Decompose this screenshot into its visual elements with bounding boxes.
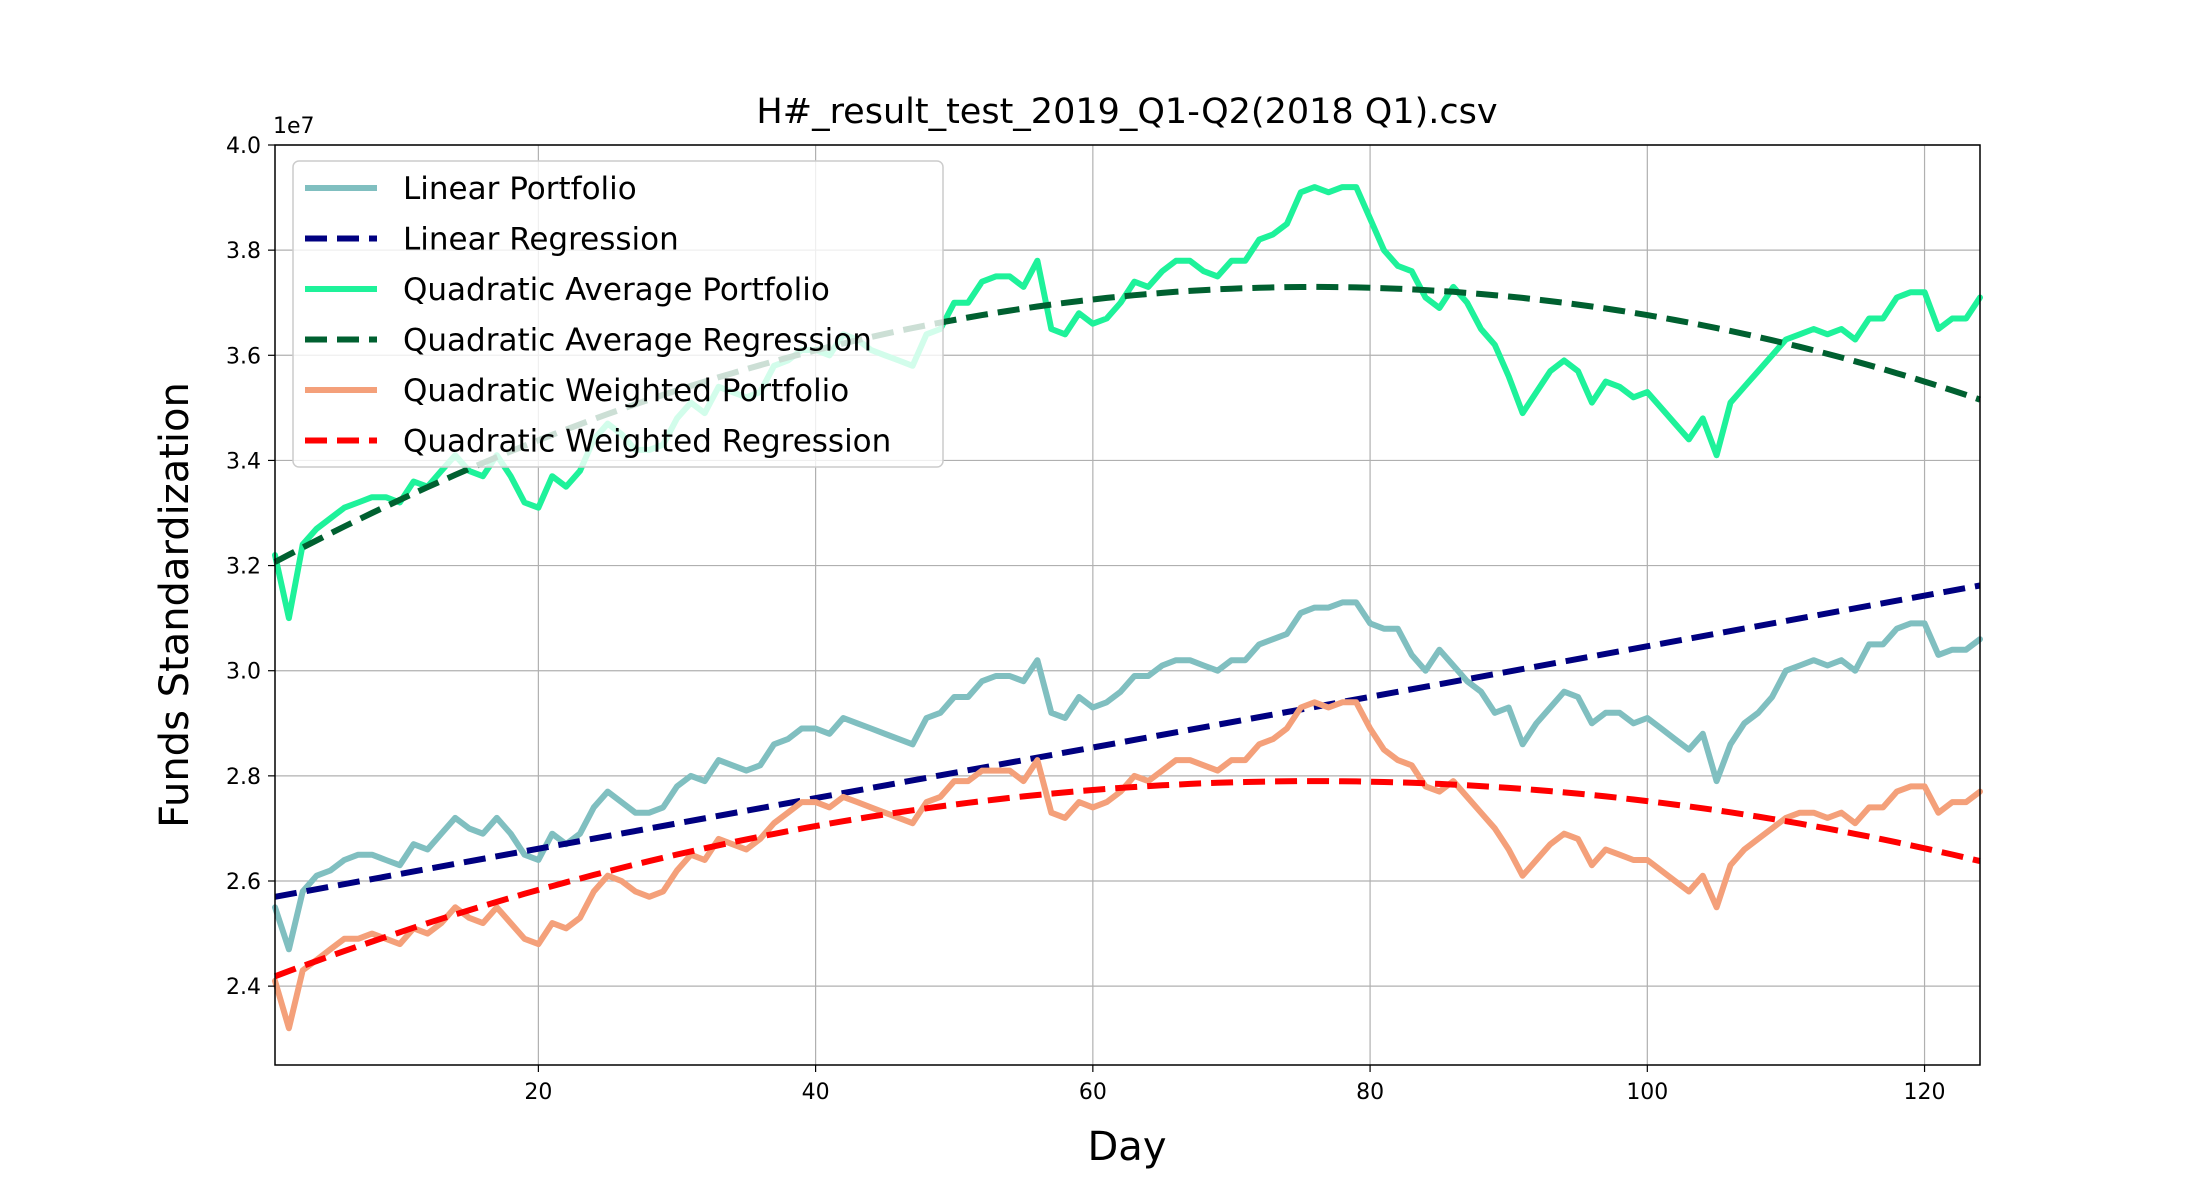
y-tick-label: 4.0: [226, 134, 261, 159]
x-tick-label: 100: [1626, 1080, 1668, 1105]
quadratic-weighted-regression-line: [273, 778, 1981, 980]
linear-regression-line: [274, 582, 1981, 900]
plot-frame: [274, 144, 1981, 1066]
x-tick-label: 60: [1079, 1080, 1107, 1105]
x-tick-label: 120: [1904, 1080, 1946, 1105]
x-axis-label: Day: [1088, 1124, 1167, 1170]
legend-label-linear-portfolio: Linear Portfolio: [403, 171, 637, 207]
y-tick-label: 3.8: [226, 239, 261, 264]
x-tick-label: 40: [802, 1080, 830, 1105]
legend-label-quadratic-average-portfolio: Quadratic Average Portfolio: [403, 272, 830, 308]
y-tick-label: 3.2: [226, 555, 261, 580]
y-axis-offset-label: 1e7: [273, 114, 315, 139]
quadratic-average-portfolio-line: [272, 184, 1983, 622]
quadratic-average-regression-line: [273, 283, 1981, 565]
legend: Linear Portfolio Linear Regression Quadrat…: [292, 160, 944, 468]
x-tick-label: 20: [524, 1080, 552, 1105]
legend-box: [292, 160, 944, 468]
series-layer: [272, 184, 1983, 1032]
chart-title: H#_result_test_2019_Q1-Q2(2018 Q1).csv: [756, 92, 1497, 132]
legend-label-linear-regression: Linear Regression: [403, 222, 679, 258]
legend-items: Linear Portfolio Linear Regression Quadrat…: [305, 171, 891, 460]
x-tick-label: 80: [1356, 1080, 1384, 1105]
y-tick-label: 3.4: [226, 449, 261, 474]
y-tick-label: 3.6: [226, 344, 261, 369]
y-tick-label: 2.8: [226, 765, 261, 790]
legend-label-quadratic-average-regression: Quadratic Average Regression: [403, 323, 872, 359]
y-tick-label: 2.6: [226, 870, 261, 895]
legend-label-quadratic-weighted-portfolio: Quadratic Weighted Portfolio: [403, 373, 849, 409]
y-axis-label: Funds Standardization: [152, 382, 198, 828]
y-tick-label: 2.4: [226, 975, 261, 1000]
legend-label-quadratic-weighted-regression: Quadratic Weighted Regression: [403, 424, 891, 460]
axis-ticks: 20 40 60 80 100 120 2.4 2.6 2.8 3.0 3.2 3.4 3.6 3.8 4.…: [226, 134, 1946, 1105]
y-tick-label: 3.0: [226, 660, 261, 685]
linear-portfolio-line: [272, 599, 1983, 953]
quadratic-weighted-portfolio-line: [272, 699, 1983, 1032]
